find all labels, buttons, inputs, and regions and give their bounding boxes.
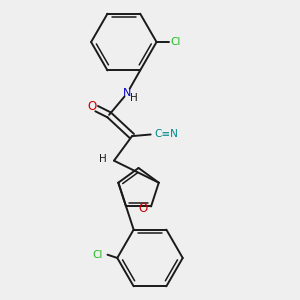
Text: H: H [99, 154, 107, 164]
Text: Cl: Cl [92, 250, 103, 260]
Text: C≡N: C≡N [154, 130, 178, 140]
Text: H: H [130, 93, 138, 103]
Text: N: N [123, 88, 131, 98]
Text: Cl: Cl [170, 37, 181, 47]
Text: O: O [139, 202, 148, 214]
Text: O: O [88, 100, 97, 112]
